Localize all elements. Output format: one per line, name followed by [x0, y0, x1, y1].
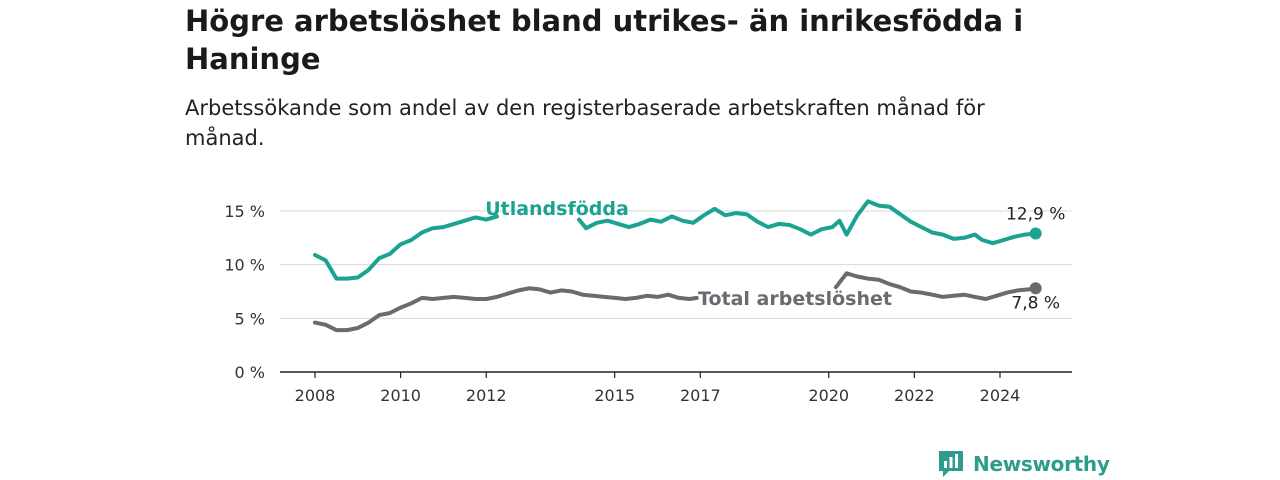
grid [280, 210, 1072, 319]
line-chart: 0 %5 %10 %15 % 2008 2010 2012 2015 2017 2020 2… [224, 198, 1072, 405]
y-tick-label: 15 % [224, 202, 265, 221]
y-axis: 0 % 5 % 10 % 15 % [224, 202, 265, 382]
series-labels: 12,9 % 7,8 % Utlandsfödda Total arbetslöshe… [485, 198, 1065, 313]
newsworthy-logo-icon [939, 451, 963, 477]
brand-logo: Newsworthy [937, 448, 1110, 480]
x-tick-label: 2020 [808, 386, 849, 405]
x-tick-label: 2015 [594, 386, 635, 405]
series-end-point [1029, 282, 1042, 295]
x-tick-label: 2008 [295, 386, 336, 405]
x-axis: 2008 2010 2012 2015 2017 2020 2022 2024 [280, 371, 1072, 405]
series-end-label: 12,9 % [1006, 205, 1065, 225]
x-tick-label: 2022 [894, 386, 935, 405]
series-end-point [1029, 227, 1042, 240]
series-name-label: Utlandsfödda [485, 198, 629, 220]
series-line [313, 271, 1038, 333]
series-name-label: Total arbetslöshet [698, 288, 892, 310]
x-tick-label: 2010 [380, 386, 421, 405]
brand-name: Newsworthy [973, 452, 1110, 476]
x-tick-label: 2012 [466, 386, 507, 405]
x-tick-label: 2024 [980, 386, 1021, 405]
chart-subtitle: Arbetssökande som andel av den registerb… [185, 96, 985, 150]
x-tick-label: 2017 [680, 386, 721, 405]
y-tick-label: 10 % [224, 256, 265, 275]
series-line [313, 199, 1038, 281]
y-tick-label: 0 % [235, 363, 265, 382]
series-group [313, 199, 1042, 333]
series-end-label: 7,8 % [1011, 293, 1060, 313]
y-tick-label: 5 % [235, 309, 265, 328]
chart-title: Högre arbetslöshet bland utrikes- än inr… [185, 4, 1024, 76]
